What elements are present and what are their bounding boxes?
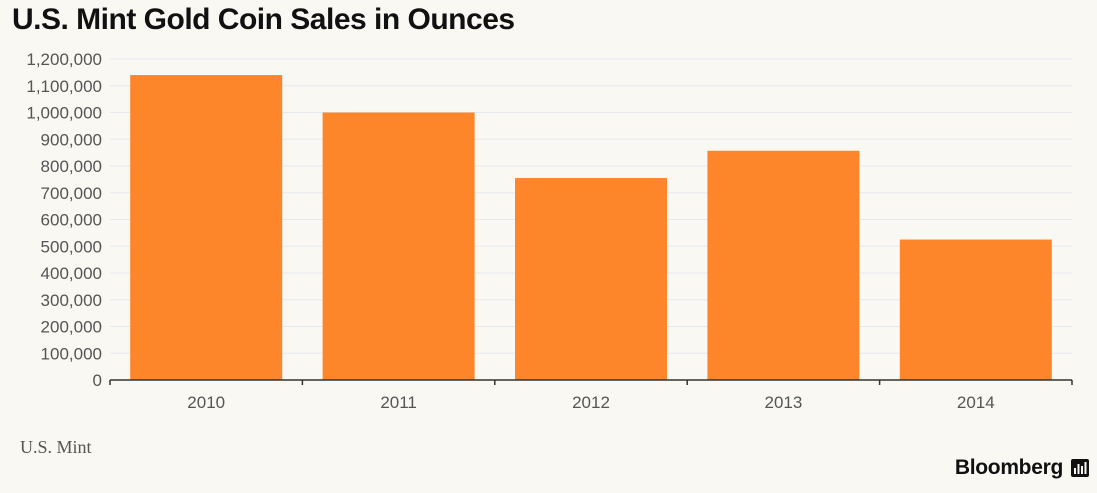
y-tick-label: 400,000 [41,264,102,283]
bar-2011 [322,112,475,380]
y-tick-label: 1,100,000 [26,77,102,96]
bar-2014 [899,239,1052,380]
bar-2013 [707,150,860,380]
y-tick-label: 1,200,000 [26,50,102,69]
y-tick-label: 600,000 [41,211,102,230]
bar-2010 [130,75,283,381]
y-tick-label: 900,000 [41,130,102,149]
y-tick-label: 200,000 [41,318,102,337]
x-axis [109,379,1073,385]
x-tick-label: 2012 [572,393,610,412]
x-tick-label: 2011 [380,393,417,412]
source-note: U.S. Mint [20,437,92,457]
y-tick-label: 1,000,000 [26,104,102,123]
brand-attribution: Bloomberg [955,456,1089,480]
x-tick-label: 2013 [764,393,802,412]
y-tick-label: 100,000 [41,344,102,363]
y-axis-tick-labels: 0 100,000 200,000 300,000 400,000 500,000 600,… [26,50,102,390]
y-tick-label: 700,000 [41,184,102,203]
y-tick-label: 500,000 [41,237,102,256]
brand-name: Bloomberg [954,456,1063,479]
x-axis-tick-labels: 2010 2011 2012 2013 2014 [187,393,994,412]
bar-2012 [515,178,667,380]
x-tick-label: 2010 [187,393,225,412]
x-tick-label: 2014 [957,393,995,412]
bloomberg-terminal-icon [1071,459,1089,477]
y-tick-label: 0 [93,371,102,390]
y-tick-label: 300,000 [41,291,102,310]
bars [130,75,1052,381]
y-tick-label: 800,000 [41,157,102,176]
chart-title: U.S. Mint Gold Coin Sales in Ounces [12,3,515,36]
